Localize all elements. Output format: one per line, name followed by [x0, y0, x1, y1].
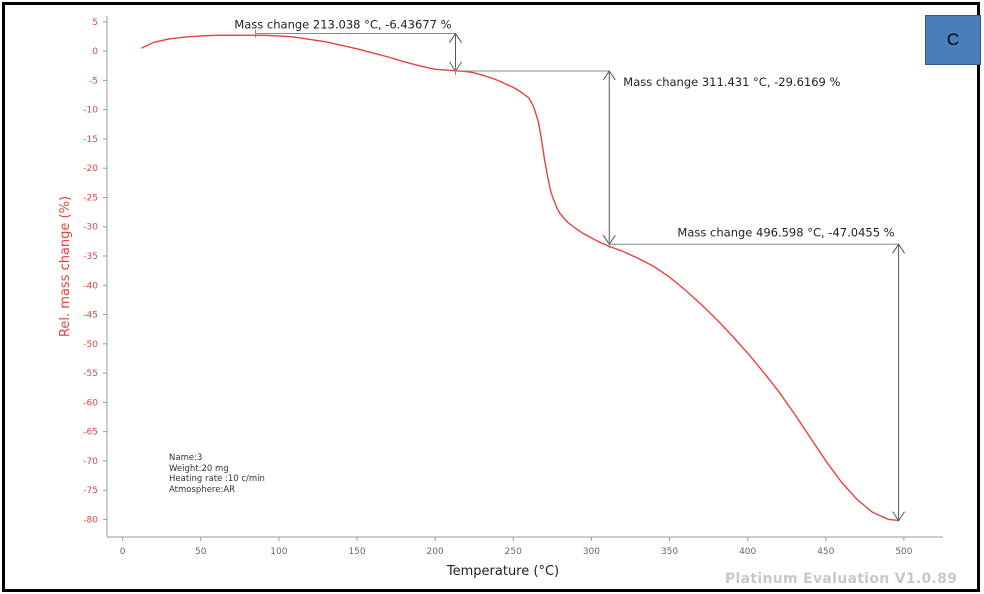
sample-heating-rate: Heating rate :10 c/min — [169, 474, 265, 484]
mass-change-curve — [141, 34, 900, 522]
y-axis-title: Rel. mass change (%) — [58, 196, 73, 337]
x-tick-label: 200 — [427, 547, 444, 557]
x-tick-label: 400 — [739, 547, 756, 557]
y-tick-label: 0 — [92, 47, 98, 57]
mass-change-annotation: Mass change 496.598 °C, -47.0455 % — [677, 225, 894, 239]
mass-change-arrowhead-down — [892, 511, 906, 522]
y-tick-label: -15 — [83, 135, 98, 145]
panel-label: C — [925, 15, 981, 65]
sample-info: Name:3 Weight:20 mg Heating rate :10 c/m… — [169, 453, 265, 495]
y-tick-label: -55 — [83, 369, 98, 379]
y-tick-label: -30 — [83, 223, 98, 233]
watermark: Platinum Evaluation V1.0.89 — [725, 571, 958, 587]
y-tick-label: -35 — [83, 252, 98, 262]
mass-change-arrowhead-up — [602, 70, 616, 81]
sample-atmosphere: Atmosphere:AR — [169, 484, 236, 495]
mass-change-annotation: Mass change 311.431 °C, -29.6169 % — [623, 75, 840, 89]
x-tick-label: 100 — [270, 547, 287, 557]
y-tick-label: -25 — [83, 193, 98, 203]
x-tick-label: 150 — [348, 547, 365, 557]
y-tick-label: -45 — [83, 311, 98, 321]
x-tick-label: 250 — [505, 547, 522, 557]
x-tick-label: 350 — [661, 547, 678, 557]
y-tick-label: -40 — [83, 281, 98, 291]
y-tick-label: -50 — [83, 340, 98, 350]
y-tick-label: -60 — [83, 398, 98, 408]
x-tick-label: 0 — [120, 547, 126, 557]
y-tick-label: -10 — [83, 106, 98, 116]
x-tick-label: 50 — [195, 547, 207, 557]
sample-weight: Weight:20 mg — [169, 463, 229, 474]
mass-change-arrowhead-up — [892, 243, 906, 254]
x-tick-label: 300 — [583, 547, 600, 557]
tga-chart: 50-5-10-15-20-25-30-35-40-45-50-55-60-65… — [58, 16, 943, 579]
y-tick-label: 5 — [92, 18, 98, 28]
y-tick-label: -75 — [83, 486, 98, 496]
sample-name: Name:3 — [169, 453, 203, 463]
y-tick-label: -70 — [83, 457, 98, 467]
y-tick-label: -65 — [83, 428, 98, 438]
y-tick-label: -20 — [83, 164, 98, 174]
x-axis-title: Temperature (°C) — [446, 564, 559, 579]
mass-change-annotation: Mass change 213.038 °C, -6.43677 % — [234, 18, 451, 32]
x-tick-label: 450 — [817, 547, 834, 557]
mass-change-arrowhead-up — [449, 32, 462, 43]
y-tick-label: -80 — [83, 515, 98, 525]
x-tick-label: 500 — [895, 547, 912, 557]
y-tick-label: -5 — [89, 76, 98, 86]
